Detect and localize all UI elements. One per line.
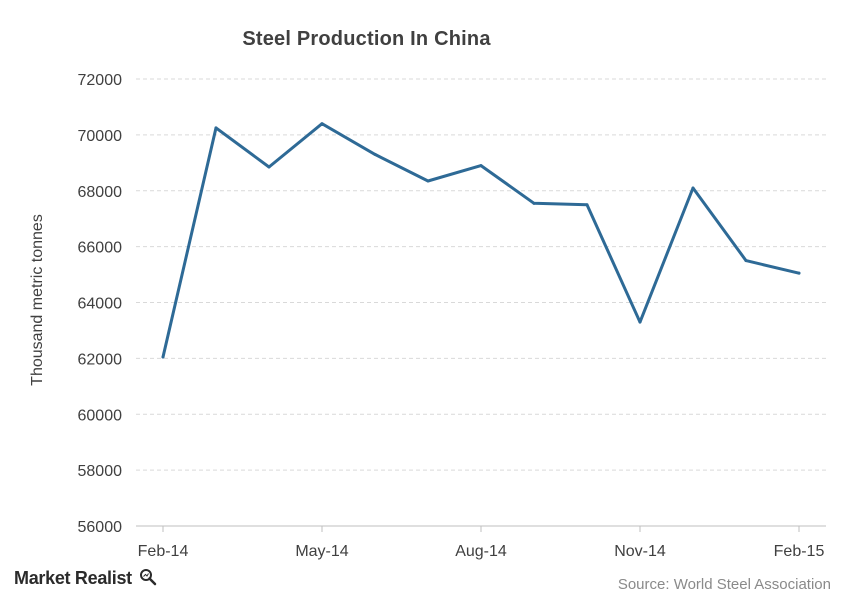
y-tick-label: 66000 [78,240,123,257]
data-point [638,320,642,324]
gridlines [136,78,826,471]
x-tick-label: Feb-15 [774,543,825,560]
data-point [585,203,589,207]
data-point [161,355,165,359]
chart-title: Steel Production In China [242,28,491,50]
x-tick-label: Aug-14 [455,543,507,560]
magnifier-icon [139,569,157,586]
brand-logo: Market Realist [14,568,157,589]
y-tick-label: 72000 [78,72,123,89]
y-tick-label: 62000 [78,351,123,368]
series-layer [161,122,801,359]
x-tick-label: May-14 [295,543,348,560]
data-point [214,126,218,130]
data-point [744,259,748,263]
y-tick-label: 70000 [78,128,123,145]
data-point [797,271,801,275]
y-tick-labels: 56000 58000 60000 62000 64000 66000 68000 70000… [78,72,123,536]
axes [136,525,826,532]
data-point [373,152,377,156]
brand-name: Market Realist [14,568,132,588]
y-tick-label: 58000 [78,463,123,480]
x-tick-labels: Feb-14 May-14 Aug-14 Nov-14 Feb-15 [138,543,825,560]
data-point [320,122,324,126]
data-point [691,186,695,190]
data-point [267,165,271,169]
y-tick-label: 60000 [78,407,123,424]
x-tick-label: Nov-14 [614,543,666,560]
data-point [479,164,483,168]
x-tick-label: Feb-14 [138,543,189,560]
series-line [161,122,801,359]
data-point [532,201,536,205]
y-tick-label: 56000 [78,519,123,536]
data-point [426,179,430,183]
y-tick-label: 64000 [78,296,123,313]
y-tick-label: 68000 [78,184,123,201]
source-note: Source: World Steel Association [617,576,831,593]
